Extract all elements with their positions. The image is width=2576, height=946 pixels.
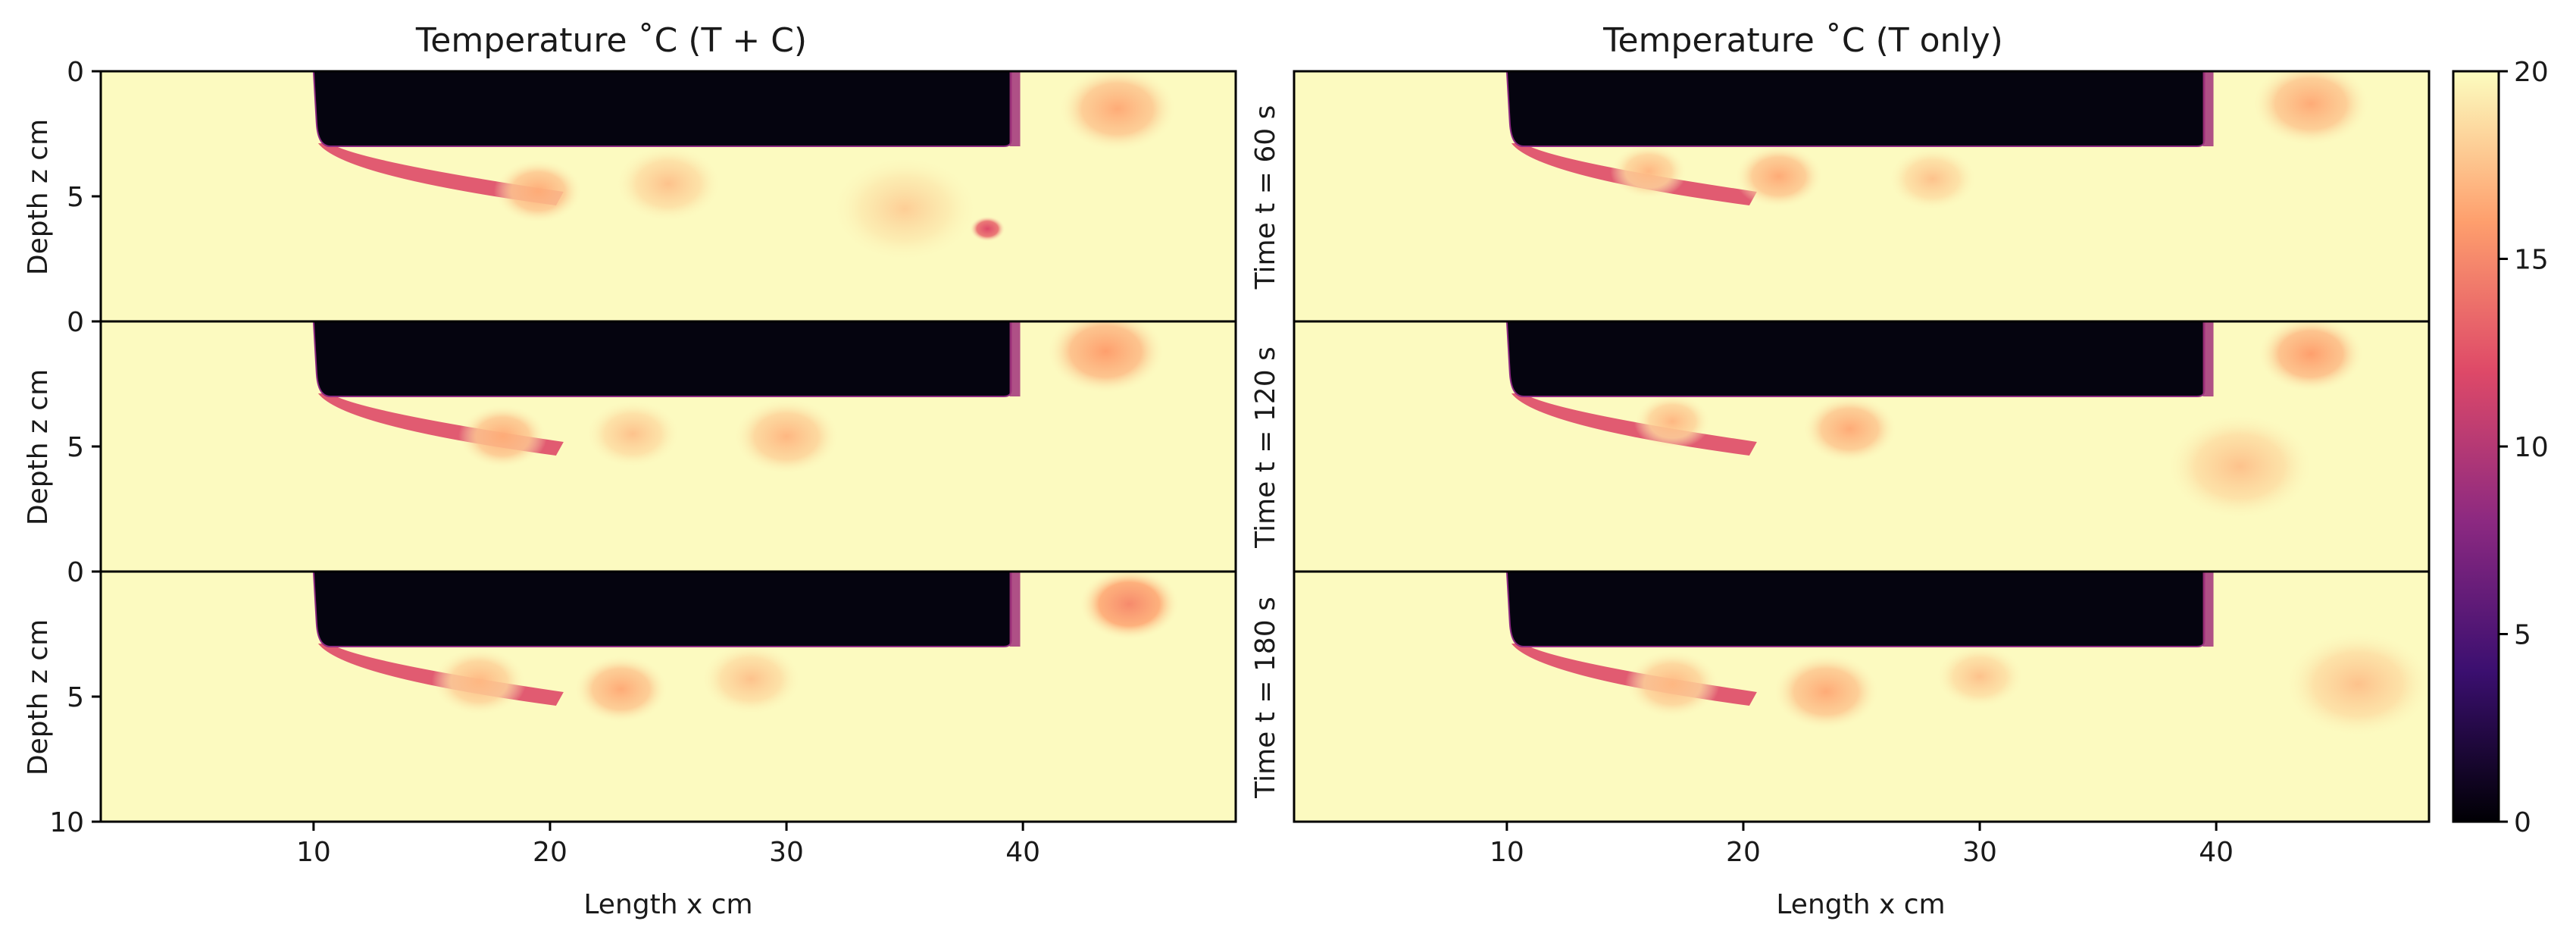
ylabel-row-3: Depth z cm bbox=[23, 619, 54, 775]
x-tick-label: 10 bbox=[296, 837, 331, 868]
x-tick-label: 30 bbox=[1962, 837, 1997, 868]
x-tick-label: 40 bbox=[1005, 837, 1040, 868]
x-tick-label: 20 bbox=[533, 837, 567, 868]
warm-eddy bbox=[700, 643, 802, 716]
ice-block bbox=[312, 572, 1012, 647]
right-column-title: Temperature ˚C (T only) bbox=[1602, 21, 2003, 60]
melt-layer bbox=[1009, 572, 1021, 647]
y-tick-label: 5 bbox=[67, 182, 84, 213]
xlabel-left: Length x cm bbox=[583, 889, 752, 920]
warm-eddy bbox=[1802, 394, 1897, 463]
colorbar-tick-label: 20 bbox=[2514, 57, 2549, 88]
y-tick-label: 0 bbox=[67, 57, 84, 88]
warm-eddy bbox=[614, 145, 722, 223]
warm-eddy bbox=[2284, 631, 2429, 738]
x-tick-label: 10 bbox=[1490, 837, 1524, 868]
warm-eddy bbox=[1058, 71, 1177, 152]
y-tick-label: 5 bbox=[67, 432, 84, 463]
heatmap-panel-5: 0 5 10 10 20 30 40 bbox=[49, 557, 1237, 868]
warm-eddy bbox=[830, 155, 979, 262]
y-tick-label: 0 bbox=[67, 557, 84, 588]
melt-layer bbox=[2202, 572, 2214, 647]
heatmap-panel-4 bbox=[1293, 320, 2431, 573]
warm-eddy bbox=[733, 398, 840, 475]
warm-eddy bbox=[585, 399, 680, 468]
y-tick-label: 0 bbox=[67, 307, 84, 338]
melt-layer bbox=[1009, 71, 1021, 146]
warm-eddy bbox=[493, 159, 583, 224]
colorbar-tick-label: 10 bbox=[2514, 432, 2549, 463]
time-label-row-3: Time t = 180 s bbox=[1250, 597, 1281, 799]
warm-eddy bbox=[1610, 143, 1687, 199]
heatmap-panel-6: 10 20 30 40 bbox=[1293, 570, 2431, 868]
ice-block bbox=[312, 321, 1012, 397]
warm-eddy bbox=[1079, 572, 1180, 641]
ylabel-row-1: Depth z cm bbox=[23, 119, 54, 275]
time-label-row-2: Time t = 120 s bbox=[1250, 346, 1281, 549]
time-label-row-1: Time t = 60 s bbox=[1250, 105, 1281, 290]
ice-block bbox=[1505, 572, 2206, 647]
colorbar-tick-label: 0 bbox=[2514, 807, 2531, 838]
warm-eddy bbox=[969, 216, 1005, 242]
melt-layer bbox=[2202, 321, 2214, 396]
warm-eddy bbox=[431, 647, 527, 716]
ylabel-row-2: Depth z cm bbox=[23, 369, 54, 525]
x-tick-label: 20 bbox=[1726, 837, 1761, 868]
warm-eddy bbox=[1772, 653, 1880, 730]
warm-eddy bbox=[1935, 644, 2024, 709]
warm-eddy bbox=[2165, 413, 2314, 520]
heatmap-panel-1: 05 bbox=[67, 57, 1237, 323]
warm-eddy bbox=[574, 655, 668, 724]
panel-frame bbox=[1293, 570, 2431, 823]
warm-eddy bbox=[1046, 321, 1165, 394]
xlabel-right: Length x cm bbox=[1776, 889, 1945, 920]
y-tick-label: 5 bbox=[67, 682, 84, 713]
colorbar-gradient bbox=[2453, 71, 2499, 822]
colorbar-tick-label: 5 bbox=[2514, 620, 2531, 651]
heatmap-panel-3: 05 bbox=[67, 307, 1237, 573]
warm-eddy bbox=[1888, 146, 1977, 211]
warm-eddy bbox=[458, 404, 548, 468]
ice-block bbox=[1505, 321, 2206, 397]
ice-block bbox=[1505, 71, 2206, 147]
warm-eddy bbox=[1734, 144, 1824, 208]
heatmap-panel-2 bbox=[1293, 70, 2431, 323]
warm-eddy bbox=[2257, 321, 2365, 393]
warm-eddy bbox=[1633, 393, 1712, 450]
warm-eddy bbox=[1624, 650, 1720, 719]
warm-eddy bbox=[2251, 71, 2370, 147]
colorbar-tick-label: 15 bbox=[2514, 245, 2549, 276]
colorbar: 0 5 10 15 20 bbox=[2452, 57, 2549, 838]
y-tick-label: 10 bbox=[49, 807, 84, 838]
melt-layer bbox=[1009, 321, 1021, 396]
x-tick-label: 30 bbox=[769, 837, 804, 868]
melt-layer bbox=[2202, 71, 2214, 146]
left-column-title: Temperature ˚C (T + C) bbox=[415, 21, 807, 60]
ice-block bbox=[312, 71, 1012, 147]
x-tick-label: 40 bbox=[2199, 837, 2234, 868]
